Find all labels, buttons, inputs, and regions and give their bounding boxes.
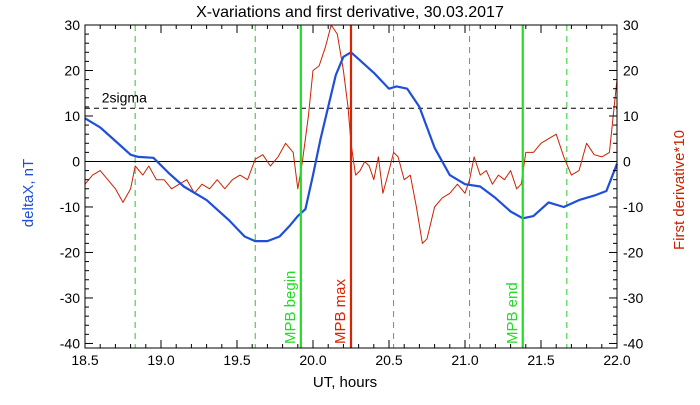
y-tick-label-right: -10 [623, 199, 643, 215]
y-tick-label-right: -20 [623, 244, 643, 260]
y-tick-label-left: -30 [60, 290, 80, 306]
y-tick-label-right: 10 [623, 108, 639, 124]
y-tick-label-left: -20 [60, 244, 80, 260]
x-tick-label: 22.0 [603, 352, 630, 368]
x-tick-label: 19.0 [147, 352, 174, 368]
x-tick-label: 20.0 [299, 352, 326, 368]
x-tick-label: 19.5 [223, 352, 250, 368]
x-axis-label: UT, hours [313, 374, 377, 391]
y-tick-label-left: -10 [60, 199, 80, 215]
y-tick-label-left: 20 [64, 62, 80, 78]
y-tick-label-right: -40 [623, 335, 643, 351]
x-tick-label: 18.5 [71, 352, 98, 368]
y-tick-label-right: 30 [623, 17, 639, 33]
mpb-max-label: MPB max [332, 278, 349, 344]
plot-area: 2sigma MPB begin MPB max MPB end 18.5 19.0 19.… [60, 17, 644, 368]
left-axis-label: deltaX, nT [20, 159, 37, 227]
y-tick-label-right: -30 [623, 290, 643, 306]
x-tick-label: 21.0 [451, 352, 478, 368]
y-tick-label-left: 10 [64, 108, 80, 124]
right-axis-label: First derivative*10 [671, 130, 688, 250]
y-tick-label-left: 30 [64, 17, 80, 33]
x-tick-label: 21.5 [527, 352, 554, 368]
threshold-label: 2sigma [102, 89, 147, 105]
plot-frame [84, 24, 618, 349]
y-tick-label-left: 0 [72, 153, 80, 169]
series-line-derivative [84, 24, 618, 244]
x-tick-label: 20.5 [375, 352, 402, 368]
mpb-begin-label: MPB begin [282, 271, 299, 344]
y-tick-label-left: -40 [60, 335, 80, 351]
y-tick-label-right: 0 [623, 153, 631, 169]
chart-title: X-variations and first derivative, 30.03… [196, 4, 504, 21]
y-tick-label-right: 20 [623, 62, 639, 78]
mpb-end-label: MPB end [504, 282, 521, 344]
